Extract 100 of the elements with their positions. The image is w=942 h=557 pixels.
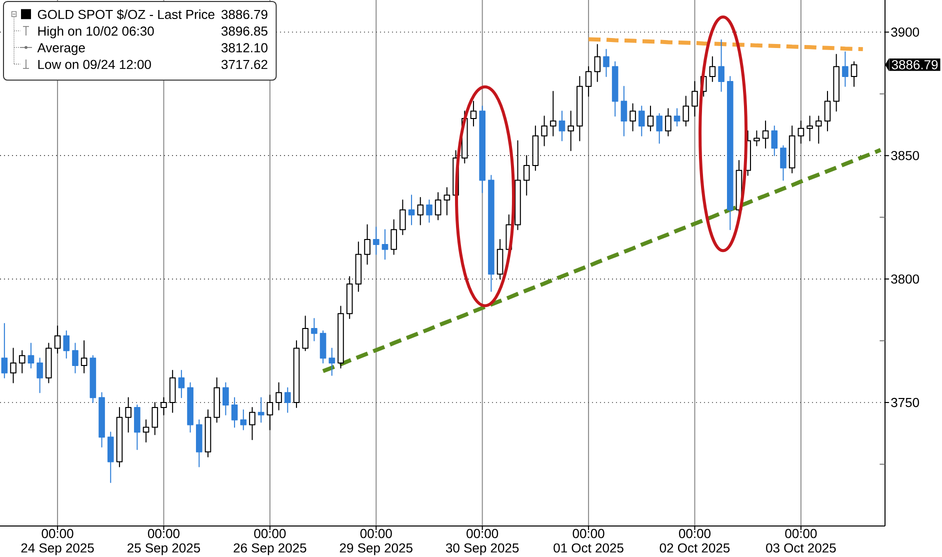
legend-label: GOLD SPOT $/OZ - Last Price xyxy=(38,9,214,20)
candlestick xyxy=(630,103,636,132)
y-tick-label: 3800 xyxy=(891,274,920,284)
candlestick xyxy=(222,382,229,416)
candlestick xyxy=(824,90,831,132)
candlestick xyxy=(444,187,450,216)
candlestick xyxy=(665,108,672,136)
candlestick xyxy=(293,340,300,408)
candlestick xyxy=(116,406,123,468)
x-tick-label: 00:00 30 Sep 2025 xyxy=(446,528,519,556)
annotation: 3896.85 xyxy=(221,26,268,36)
candlestick xyxy=(532,125,539,171)
candlestick xyxy=(850,61,858,87)
candlestick xyxy=(152,402,158,436)
x-tick-label: 00:00 03 Oct 2025 xyxy=(766,528,836,553)
candlestick xyxy=(80,340,88,374)
candlestick xyxy=(364,224,370,265)
candlestick xyxy=(523,155,530,196)
candlestick xyxy=(682,96,690,126)
candlestick xyxy=(372,226,380,255)
candlestick xyxy=(806,116,813,142)
candlestick xyxy=(400,200,406,236)
candlestick xyxy=(28,342,34,368)
candlestick xyxy=(328,348,336,376)
candlestick xyxy=(125,397,132,433)
candlestick xyxy=(187,382,194,433)
candlestick xyxy=(240,409,247,430)
x-tick-label: 00:00 24 Sep 2025 xyxy=(21,528,94,556)
candlestick xyxy=(709,56,716,82)
candlestick xyxy=(470,100,477,126)
candlestick xyxy=(754,130,760,146)
candlestick xyxy=(434,192,442,220)
candlestick xyxy=(204,409,212,458)
candlestick xyxy=(249,406,256,440)
candlestick xyxy=(134,404,140,450)
candlestick xyxy=(107,432,114,483)
candlestick xyxy=(320,330,326,364)
candlestick xyxy=(266,394,274,430)
annotation: 3717.62 xyxy=(221,60,268,70)
candlestick xyxy=(496,239,504,280)
candlestick xyxy=(417,197,424,226)
candlestick xyxy=(718,39,724,92)
candlestick xyxy=(514,140,521,230)
candlestick xyxy=(178,370,185,398)
candlestick xyxy=(594,44,601,82)
candlestick xyxy=(550,90,556,136)
candlestick xyxy=(558,110,566,142)
candlestick xyxy=(647,106,654,132)
x-tick-label: 00:00 02 Oct 2025 xyxy=(660,528,730,553)
annotation: High on 10/02 06:30 xyxy=(38,26,154,38)
candlestick xyxy=(780,145,786,181)
candlestick xyxy=(692,80,698,117)
x-tick-label: 00:00 29 Sep 2025 xyxy=(340,528,412,556)
candlestick xyxy=(541,116,548,146)
candlestick xyxy=(284,387,291,413)
candlestick xyxy=(674,108,680,126)
y-tick-label: 3850 xyxy=(891,150,920,160)
candlestick xyxy=(63,330,70,359)
candlestick xyxy=(160,397,167,416)
annotation: Average xyxy=(37,43,85,55)
candlestick xyxy=(276,382,282,410)
candlestick xyxy=(72,342,78,374)
candlestick xyxy=(833,54,840,112)
candlestick xyxy=(788,125,796,174)
candlestick xyxy=(54,325,61,354)
candlestick xyxy=(142,419,150,443)
candlestick xyxy=(576,76,583,142)
candlestick xyxy=(311,318,318,342)
candlestick xyxy=(842,51,848,87)
candlestick xyxy=(169,370,176,413)
candlestick xyxy=(612,61,618,117)
candlestick xyxy=(585,66,592,97)
candlestick xyxy=(390,219,397,255)
x-tick-label: 00:00 25 Sep 2025 xyxy=(128,528,200,556)
candlestick xyxy=(10,348,16,384)
x-tick-label: 00:00 26 Sep 2025 xyxy=(234,528,306,556)
candlestick xyxy=(656,113,662,144)
candlestick xyxy=(98,392,105,448)
candlestick xyxy=(638,106,645,136)
candlestick xyxy=(196,419,202,468)
annotation: Low on 09/24 12:00 xyxy=(38,59,151,70)
candlestick xyxy=(479,106,486,194)
candlestick xyxy=(798,120,804,144)
candlestick xyxy=(355,242,362,292)
candlestick xyxy=(603,48,610,78)
candlestick xyxy=(568,110,574,152)
candlestick xyxy=(36,358,43,394)
candlestick xyxy=(231,397,238,428)
candlestick xyxy=(338,306,344,368)
y-tick-label: 3750 xyxy=(891,398,920,408)
candlestick xyxy=(408,194,415,226)
candlestick xyxy=(258,397,264,423)
text: 3886.79 xyxy=(892,60,938,70)
annotation: 3812.10 xyxy=(221,43,268,52)
candlestick xyxy=(46,342,52,384)
candlestick xyxy=(488,174,494,292)
candlestick xyxy=(18,350,26,374)
candlestick xyxy=(815,116,822,144)
annotation: 3886.79 xyxy=(221,10,268,20)
x-tick-label: 00:00 01 Oct 2025 xyxy=(554,528,624,553)
